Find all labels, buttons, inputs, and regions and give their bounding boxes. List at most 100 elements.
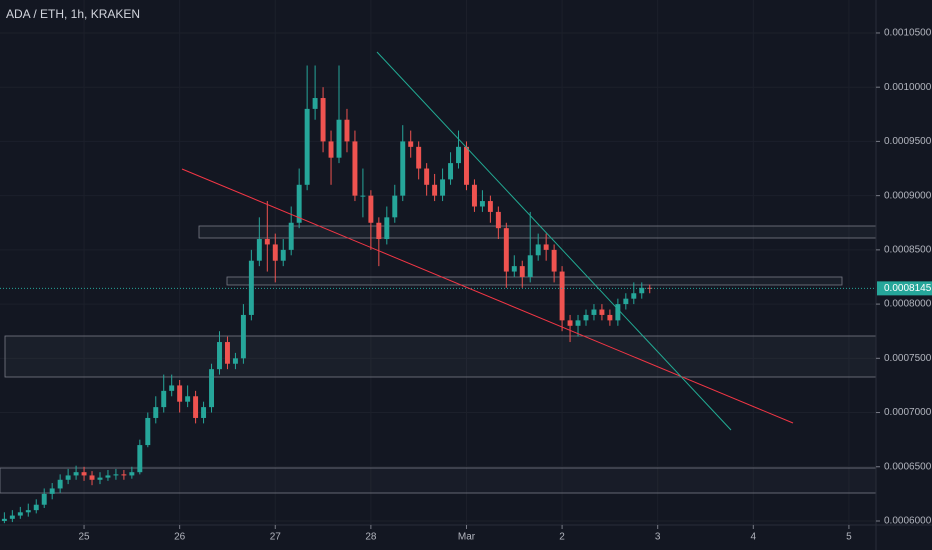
candle-body — [169, 385, 175, 391]
y-tick-label: 0.0009500 — [884, 136, 932, 147]
candle-body — [280, 249, 286, 261]
candle-body — [543, 244, 549, 250]
candle-body — [177, 385, 183, 402]
candle-body — [631, 293, 637, 299]
candle-body — [1, 518, 7, 521]
candle-body — [105, 475, 111, 478]
candle-body — [209, 369, 215, 408]
candle-body — [352, 141, 358, 196]
candle-body — [304, 108, 310, 185]
x-tick-label: 27 — [270, 532, 282, 543]
candle-body — [121, 474, 127, 476]
candle-body — [312, 98, 318, 109]
candle-body — [623, 298, 629, 305]
candle-body — [153, 407, 159, 418]
candles — [0, 65, 876, 524]
y-tick-label: 0.0006500 — [884, 461, 932, 472]
y-tick-label: 0.0007000 — [884, 407, 932, 418]
zone — [4, 335, 877, 378]
candle-body — [424, 168, 430, 185]
candle-body — [471, 184, 477, 207]
candle-body — [495, 211, 501, 229]
candle-body — [113, 474, 119, 476]
candle-body — [25, 510, 31, 513]
candle-body — [185, 396, 191, 402]
candle-body — [503, 228, 509, 272]
candle-body — [296, 184, 302, 223]
candle-body — [272, 244, 278, 261]
candle-body — [487, 201, 493, 212]
candle-body — [535, 244, 541, 256]
candle-body — [89, 475, 95, 480]
candle-body — [224, 342, 230, 364]
candle-body — [336, 119, 342, 158]
candle-body — [264, 239, 270, 245]
x-tick-label: 4 — [751, 532, 757, 543]
candle-body — [448, 163, 454, 180]
candle-body — [49, 488, 55, 494]
x-tick-label: 2 — [559, 532, 565, 543]
candle-body — [479, 201, 485, 207]
x-tick-label: Mar — [458, 532, 476, 543]
candle-body — [647, 287, 653, 289]
drawings — [0, 225, 877, 494]
x-tick-label: 3 — [655, 532, 661, 543]
candle-body — [81, 472, 87, 476]
candle-body — [97, 477, 103, 480]
candle-body — [161, 390, 167, 408]
candle-body — [376, 222, 382, 240]
candle-body — [256, 239, 262, 261]
chart-title: ADA / ETH, 1h, KRAKEN — [6, 7, 140, 21]
candle-body — [639, 287, 645, 294]
candle-body — [344, 119, 350, 142]
candle-body — [33, 504, 39, 511]
candle-body — [65, 475, 71, 480]
candle-body — [193, 396, 199, 418]
candle-body — [145, 417, 151, 446]
candle-body — [464, 146, 469, 185]
candle-body — [17, 512, 23, 516]
x-tick-label: 28 — [365, 532, 377, 543]
candle-body — [129, 472, 135, 476]
last-price-label: 0.0008145 — [884, 283, 932, 294]
candle-body — [591, 309, 597, 315]
y-tick-label: 0.0009000 — [884, 190, 932, 201]
y-tick-label: 0.0008500 — [884, 245, 932, 256]
trend-lines — [181, 51, 794, 431]
candle-body — [328, 141, 334, 158]
candle-body — [416, 146, 422, 169]
candle-body — [408, 141, 414, 147]
candle-body — [519, 266, 525, 277]
candle-body — [527, 255, 533, 277]
trend-line — [181, 168, 794, 424]
candle-body — [9, 515, 15, 519]
candle-body — [320, 98, 326, 142]
candle-body — [440, 179, 446, 196]
candle-body — [551, 249, 557, 272]
candle-body — [41, 493, 47, 505]
zone — [0, 467, 877, 494]
candle-body — [432, 184, 438, 196]
candle-body — [217, 342, 222, 370]
candle-body — [73, 472, 79, 476]
candle-body — [599, 309, 605, 315]
candle-body — [567, 320, 573, 326]
zone — [226, 276, 843, 286]
candle-body — [511, 266, 517, 272]
candle-body — [583, 314, 589, 321]
candle-body — [201, 407, 207, 418]
candle-body — [456, 146, 461, 164]
candle-body — [360, 195, 366, 197]
x-tick-label: 26 — [174, 532, 186, 543]
candle-body — [384, 217, 390, 240]
candle-body — [137, 445, 143, 473]
candle-body — [240, 314, 246, 359]
candle-body — [288, 222, 294, 250]
last-price-box — [877, 281, 932, 296]
y-tick-label: 0.0007500 — [884, 353, 932, 364]
candle-body — [559, 271, 565, 321]
zone — [198, 225, 877, 239]
y-tick-label: 0.0010000 — [884, 82, 932, 93]
